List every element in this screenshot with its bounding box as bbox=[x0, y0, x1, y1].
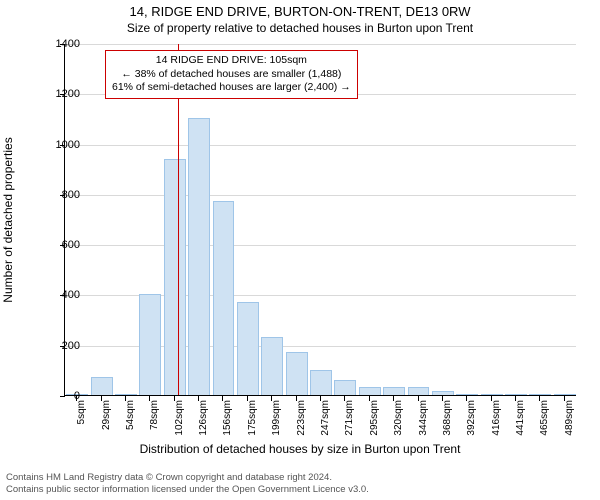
histogram-bar bbox=[529, 394, 551, 395]
annotation-line-3: 61% of semi-detached houses are larger (… bbox=[112, 81, 351, 95]
histogram-bar bbox=[456, 394, 478, 395]
annotation-box: 14 RIDGE END DRIVE: 105sqm ← 38% of deta… bbox=[105, 50, 358, 99]
y-tick-label: 800 bbox=[30, 189, 80, 201]
histogram-bar bbox=[505, 394, 527, 395]
histogram-bar bbox=[91, 377, 113, 395]
chart-container: { "title": "14, RIDGE END DRIVE, BURTON-… bbox=[0, 0, 600, 500]
histogram-bar bbox=[359, 387, 381, 395]
page-subtitle: Size of property relative to detached ho… bbox=[0, 21, 600, 37]
x-axis-label: Distribution of detached houses by size … bbox=[0, 442, 600, 456]
y-tick-label: 200 bbox=[30, 340, 80, 352]
histogram-bar bbox=[481, 394, 503, 395]
page-title: 14, RIDGE END DRIVE, BURTON-ON-TRENT, DE… bbox=[0, 0, 600, 21]
y-tick-label: 1200 bbox=[30, 88, 80, 100]
annotation-line-1: 14 RIDGE END DRIVE: 105sqm bbox=[112, 54, 351, 68]
y-tick-label: 1000 bbox=[30, 139, 80, 151]
histogram-bar bbox=[164, 159, 186, 395]
y-tick-label: 400 bbox=[30, 289, 80, 301]
histogram-bar bbox=[188, 118, 210, 395]
histogram-bar bbox=[432, 391, 454, 395]
y-tick-label: 1400 bbox=[30, 38, 80, 50]
histogram-bar bbox=[310, 370, 332, 395]
histogram-bar bbox=[139, 294, 161, 395]
y-tick-label: 600 bbox=[30, 239, 80, 251]
histogram-bar bbox=[237, 302, 259, 395]
annotation-line-2: ← 38% of detached houses are smaller (1,… bbox=[112, 68, 351, 82]
histogram-bar bbox=[213, 201, 235, 395]
footer-line-1: Contains HM Land Registry data © Crown c… bbox=[6, 472, 369, 484]
y-tick-label: 0 bbox=[30, 390, 80, 402]
footer-line-2: Contains public sector information licen… bbox=[6, 484, 369, 496]
histogram-bar bbox=[261, 337, 283, 395]
histogram-bar bbox=[554, 394, 576, 395]
histogram-bar bbox=[383, 387, 405, 395]
histogram-bar bbox=[334, 380, 356, 395]
histogram-bar bbox=[408, 387, 430, 395]
footer-attribution: Contains HM Land Registry data © Crown c… bbox=[6, 472, 369, 496]
y-axis-label: Number of detached properties bbox=[1, 137, 15, 302]
histogram-bar bbox=[115, 394, 137, 395]
histogram-bar bbox=[286, 352, 308, 395]
